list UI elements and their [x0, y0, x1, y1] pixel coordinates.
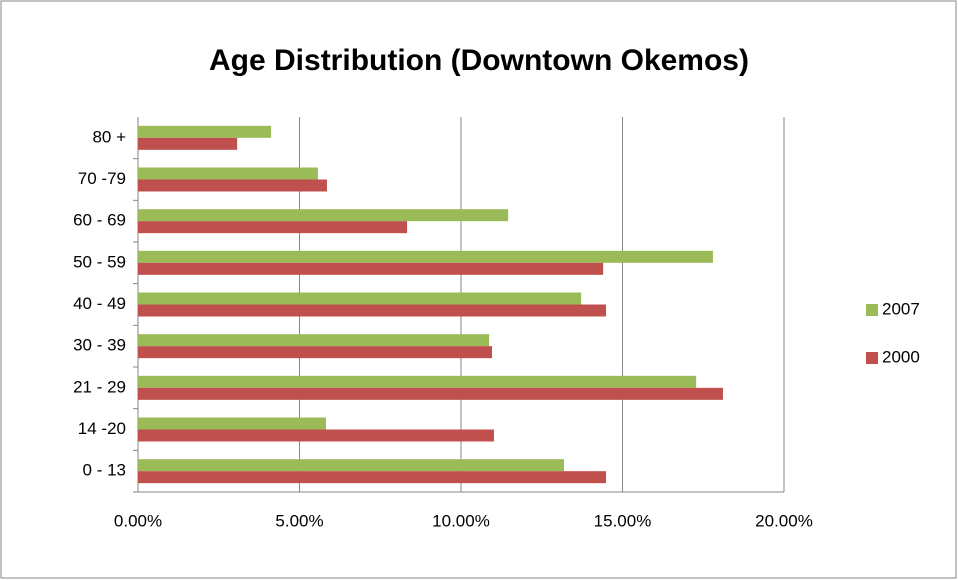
- x-tick-label: 10.00%: [432, 511, 490, 530]
- x-tick-label: 5.00%: [275, 511, 323, 530]
- y-tick-label: 40 - 49: [73, 294, 126, 313]
- y-tick-label: 80 +: [92, 127, 126, 146]
- bar: [138, 250, 713, 263]
- legend-swatch: [866, 304, 878, 316]
- x-tick-label: 15.00%: [594, 511, 652, 530]
- x-tick-label: 0.00%: [114, 511, 162, 530]
- bar: [138, 346, 493, 359]
- y-tick-label: 30 - 39: [73, 336, 126, 355]
- y-tick-label: 0 - 13: [83, 461, 126, 480]
- y-tick-label: 70 -79: [78, 169, 126, 188]
- bar: [138, 417, 326, 430]
- bar: [138, 137, 238, 150]
- y-tick-label: 21 - 29: [73, 377, 126, 396]
- bar: [138, 221, 408, 234]
- bar: [138, 179, 327, 192]
- legend-swatch: [866, 352, 878, 364]
- bar: [138, 375, 697, 388]
- bar: [138, 304, 607, 317]
- bar: [138, 387, 723, 400]
- bar: [138, 471, 607, 484]
- legend-label: 2000: [882, 347, 920, 366]
- bar: [138, 459, 565, 472]
- bar: [138, 209, 509, 222]
- legend-label: 2007: [882, 299, 920, 318]
- bar: [138, 167, 318, 180]
- bar: [138, 262, 604, 275]
- y-tick-label: 50 - 59: [73, 252, 126, 271]
- bar: [138, 125, 272, 138]
- x-tick-label: 20.00%: [755, 511, 813, 530]
- bar: [138, 429, 494, 442]
- y-tick-label: 60 - 69: [73, 211, 126, 230]
- bar: [138, 292, 582, 305]
- bar: [138, 334, 490, 347]
- y-tick-label: 14 -20: [78, 419, 126, 438]
- chart-title: Age Distribution (Downtown Okemos): [209, 44, 749, 77]
